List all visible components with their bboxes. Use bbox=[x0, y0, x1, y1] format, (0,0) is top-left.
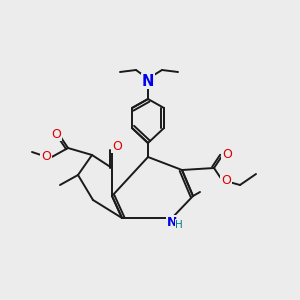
Text: N: N bbox=[167, 215, 177, 229]
Text: O: O bbox=[221, 173, 231, 187]
Text: O: O bbox=[51, 128, 61, 140]
Text: H: H bbox=[175, 220, 183, 230]
Text: O: O bbox=[112, 140, 122, 152]
Text: N: N bbox=[142, 74, 154, 88]
Text: O: O bbox=[41, 151, 51, 164]
Text: O: O bbox=[222, 148, 232, 160]
